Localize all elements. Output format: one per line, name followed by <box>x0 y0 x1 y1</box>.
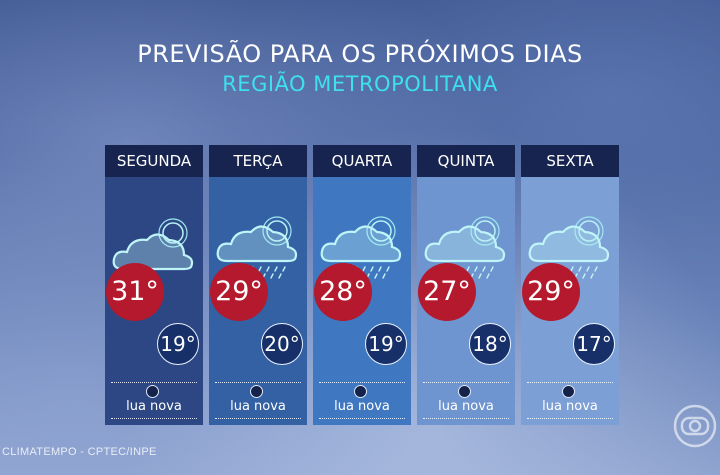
source-credit: CLIMATEMPO - CPTEC/INPE <box>2 446 157 458</box>
day-body: 29° 20° lua nova <box>209 177 307 425</box>
day-header: SEGUNDA <box>105 145 203 177</box>
divider <box>527 418 613 419</box>
cloud-sun-rain-icon <box>320 216 402 279</box>
min-temp: 19° <box>365 323 407 365</box>
day-body: 28° 19° lua nova <box>313 177 411 425</box>
region-subtitle: REGIÃO METROPOLITANA <box>222 72 498 96</box>
new-moon-icon <box>354 385 367 398</box>
divider <box>319 382 405 383</box>
moon-phase-label: lua nova <box>126 399 182 414</box>
min-temp: 18° <box>469 323 511 365</box>
divider <box>527 382 613 383</box>
max-temp: 29° <box>210 263 268 321</box>
new-moon-icon <box>146 385 159 398</box>
forecast-day-terca: TERÇA 29° 20° lua nova <box>209 145 307 425</box>
day-body: 29° 17° lua nova <box>521 177 619 425</box>
globo-logo-icon <box>673 404 717 448</box>
forecast-day-segunda: SEGUNDA 31° 19° lua nova <box>105 145 203 425</box>
moon-phase-label: lua nova <box>438 399 494 414</box>
moon-phase-label: lua nova <box>542 399 598 414</box>
min-temp: 20° <box>261 323 303 365</box>
day-body: 31° 19° lua nova <box>105 177 203 425</box>
moon-phase-label: lua nova <box>334 399 390 414</box>
new-moon-icon <box>250 385 263 398</box>
page-title: PREVISÃO PARA OS PRÓXIMOS DIAS <box>137 40 583 68</box>
divider <box>215 382 301 383</box>
cloud-sun-icon <box>112 218 194 271</box>
divider <box>319 418 405 419</box>
forecast-day-sexta: SEXTA 29° 17° lua nova <box>521 145 619 425</box>
day-header: TERÇA <box>209 145 307 177</box>
divider <box>423 382 509 383</box>
max-temp: 27° <box>418 263 476 321</box>
day-header: QUARTA <box>313 145 411 177</box>
divider <box>423 418 509 419</box>
new-moon-icon <box>458 385 471 398</box>
day-header: QUINTA <box>417 145 515 177</box>
forecast-panel: SEGUNDA 31° 19° lua nova TERÇA <box>105 145 620 425</box>
new-moon-icon <box>562 385 575 398</box>
max-temp: 31° <box>106 263 164 321</box>
moon-phase-label: lua nova <box>230 399 286 414</box>
forecast-day-quarta: QUARTA 28° 19° lua nova <box>313 145 411 425</box>
min-temp: 17° <box>573 323 615 365</box>
max-temp: 29° <box>522 263 580 321</box>
divider <box>111 382 197 383</box>
forecast-day-quinta: QUINTA 27° 18° lua nova <box>417 145 515 425</box>
day-body: 27° 18° lua nova <box>417 177 515 425</box>
divider <box>215 418 301 419</box>
day-header: SEXTA <box>521 145 619 177</box>
divider <box>111 418 197 419</box>
max-temp: 28° <box>314 263 372 321</box>
min-temp: 19° <box>157 323 199 365</box>
